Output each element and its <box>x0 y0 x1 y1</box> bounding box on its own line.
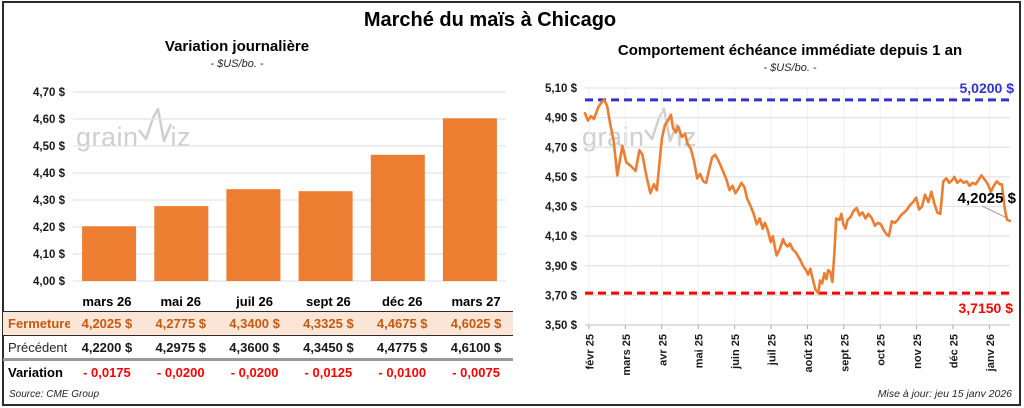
table-cell: - 0,0125 <box>304 364 353 380</box>
price-line <box>583 98 1012 295</box>
x-tick-label: avr 25 <box>657 334 669 366</box>
x-tick-label: mars 25 <box>621 334 633 376</box>
table-column-header: mars 26 <box>82 293 132 309</box>
watermark-text-iz: iz <box>170 122 192 152</box>
table-column-header: mars 27 <box>451 293 501 309</box>
bar-mars 27 <box>442 118 497 281</box>
table-cell: 4,3325 $ <box>303 316 354 331</box>
y-tick-label: 4,40 $ <box>33 168 66 180</box>
x-tick-label: févr 25 <box>585 334 597 369</box>
x-tick-label: mai 25 <box>694 334 706 368</box>
y-tick-label: 3,70 $ <box>545 290 578 302</box>
line-chart: févr 25 mars 25 avr 25 mai 25 juin 25 juil 25… <box>545 83 1012 376</box>
y-tick-label: 4,60 $ <box>33 114 66 126</box>
table-cell: 4,4675 $ <box>376 316 428 331</box>
x-tick-label: sept 25 <box>839 334 851 372</box>
table-row-precedent: Précédent 4,2200 $ 4,2975 $ 4,3600 $ 4,3450 … <box>3 336 513 360</box>
line-chart-title: Comportement échéance immédiate depuis 1… <box>617 42 963 59</box>
y-tick-label: 4,30 $ <box>545 202 578 214</box>
x-tick-label: juil 25 <box>767 334 779 366</box>
y-tick-label: 5,10 $ <box>545 83 578 95</box>
page-title: Marché du maïs à Chicago <box>363 9 617 31</box>
bar-déc 26 <box>370 154 425 281</box>
row-label: Fermeture <box>8 316 70 331</box>
futures-table: mars 26 mai 26 juil 26 sept 26 déc 26 mars 27… <box>3 291 513 384</box>
table-corner-cell <box>3 291 70 312</box>
table-column-header: déc 26 <box>381 293 423 309</box>
table-cell: 4,2775 $ <box>155 316 207 331</box>
source-note: Source: CME Group <box>9 389 100 400</box>
y-tick-label: 3,90 $ <box>545 261 578 273</box>
table-cell: 4,4775 $ <box>376 339 428 355</box>
bar-chart-subtitle: - $US/bo. - <box>210 58 264 70</box>
table-cell: 4,2200 $ <box>81 339 133 355</box>
y-tick-label: 4,00 $ <box>33 276 66 288</box>
y-tick-label: 4,70 $ <box>33 87 66 99</box>
x-tick-label: août 25 <box>803 334 815 373</box>
line-chart-subtitle: - $US/bo. - <box>763 62 817 74</box>
x-tick-label: oct 25 <box>876 334 888 366</box>
bar-sept 26 <box>298 191 353 281</box>
max-line-label: 5,0200 $ <box>959 80 1015 96</box>
table-cell: - 0,0075 <box>452 364 500 380</box>
x-tick-label: déc 25 <box>949 334 961 368</box>
update-timestamp: Mise à jour: jeu 15 janv 2026 <box>877 388 1012 400</box>
y-tick-label: 4,90 $ <box>545 113 578 125</box>
y-tick-label: 4,10 $ <box>33 249 66 261</box>
y-tick-label: 4,50 $ <box>33 141 66 153</box>
min-line-label: 3,7150 $ <box>958 300 1014 316</box>
table-cell: 4,6100 $ <box>450 339 502 355</box>
table-cell: 4,3400 $ <box>229 316 280 331</box>
table-cell: - 0,0200 <box>230 364 279 380</box>
table-row-fermeture: Fermeture 4,2025 $ 4,2775 $ 4,3400 $ 4,3325 … <box>3 311 513 336</box>
y-tick-label: 4,50 $ <box>545 172 578 184</box>
table-cell: 4,6025 $ <box>450 316 502 331</box>
bar-mars 26 <box>82 226 137 281</box>
x-tick-label: juin 25 <box>730 334 742 370</box>
watermark-zigzag-icon <box>137 107 172 143</box>
bar-chart: 4,70 $ 4,60 $ 4,50 $ 4,40 $ 4,30 $ 4,20 $ 4,10… <box>33 87 506 288</box>
table-cell: 4,2025 $ <box>81 316 133 331</box>
y-tick-label: 3,50 $ <box>545 320 578 332</box>
bar-juil 26 <box>226 189 281 281</box>
table-cell: - 0,0200 <box>156 364 205 380</box>
table-cell: - 0,0175 <box>83 364 131 380</box>
x-tick-label: nov 25 <box>912 334 924 369</box>
table-cell: - 0,0100 <box>378 364 427 380</box>
bar-mai 26 <box>154 206 209 281</box>
row-label: Variation <box>8 364 63 380</box>
y-tick-label: 4,30 $ <box>33 195 66 207</box>
y-tick-label: 4,70 $ <box>545 142 578 154</box>
label-leader-line <box>981 205 1008 219</box>
table-cell: 4,3450 $ <box>303 339 354 355</box>
table-column-header: juil 26 <box>236 293 273 309</box>
x-tick-label: janv 26 <box>985 334 997 372</box>
watermark-zigzag-icon <box>643 107 678 143</box>
table-column-header: mai 26 <box>160 293 201 309</box>
table-column-header: sept 26 <box>305 293 351 309</box>
row-label: Précédent <box>8 339 68 355</box>
y-tick-label: 4,10 $ <box>545 231 578 243</box>
bar-chart-title: Variation journalière <box>164 38 310 55</box>
last-price-label: 4,2025 $ <box>957 190 1016 207</box>
table-row-variation: Variation - 0,0175 - 0,0200 - 0,0200 - 0,012… <box>3 360 513 384</box>
table-cell: 4,2975 $ <box>155 339 207 355</box>
table-cell: 4,3600 $ <box>229 339 280 355</box>
y-tick-label: 4,20 $ <box>33 222 66 234</box>
